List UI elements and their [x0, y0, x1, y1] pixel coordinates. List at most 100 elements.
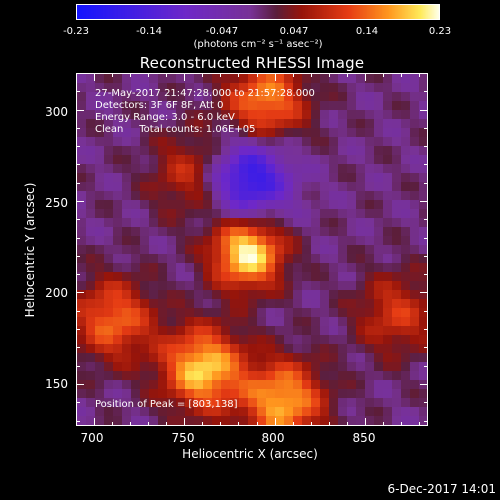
colorbar-tick-label: -0.14	[136, 26, 162, 37]
x-tick-mark	[184, 418, 186, 426]
energy-range-annotation: Energy Range: 3.0 - 6.0 keV	[95, 112, 235, 123]
y-axis-label: Heliocentric Y (arcsec)	[23, 182, 37, 318]
x-tick-mark	[328, 422, 330, 426]
y-tick-label: 300	[45, 105, 68, 119]
y-tick-mark	[76, 347, 80, 349]
x-tick-mark	[400, 422, 402, 426]
y-tick-label: 150	[45, 377, 68, 391]
x-tick-mark	[94, 418, 96, 426]
y-tick-mark	[76, 91, 80, 93]
y-tick-mark	[76, 219, 80, 221]
x-tick-mark	[220, 422, 222, 426]
x-tick-mark	[346, 422, 348, 426]
y-tick-mark	[76, 274, 80, 276]
x-tick-mark	[256, 422, 258, 426]
y-tick-mark	[420, 383, 428, 385]
x-tick-mark	[202, 422, 204, 426]
y-tick-mark	[424, 182, 428, 184]
colorbar-tick-label: 0.047	[279, 26, 309, 37]
x-tick-mark	[238, 73, 240, 77]
colorbar	[76, 4, 440, 20]
y-tick-label: 200	[45, 286, 68, 300]
colorbar-tick-label: 0.23	[428, 26, 452, 37]
y-tick-mark	[424, 402, 428, 404]
x-tick-mark	[418, 73, 420, 77]
y-tick-mark	[420, 109, 428, 111]
x-tick-mark	[292, 422, 294, 426]
y-tick-mark	[76, 164, 80, 166]
x-tick-mark	[400, 73, 402, 77]
detectors-annotation: Detectors: 3F 6F 8F, Att 0	[95, 100, 224, 111]
y-tick-mark	[76, 329, 80, 331]
x-tick-mark	[130, 422, 132, 426]
image-title: Reconstructed RHESSI Image	[139, 54, 365, 72]
y-tick-mark	[76, 365, 80, 367]
y-tick-mark	[424, 237, 428, 239]
y-tick-mark	[424, 310, 428, 312]
y-tick-mark	[76, 109, 84, 111]
y-tick-mark	[76, 182, 80, 184]
y-tick-mark	[76, 127, 80, 129]
y-tick-mark	[424, 219, 428, 221]
x-tick-mark	[328, 73, 330, 77]
x-tick-mark	[184, 73, 186, 81]
y-tick-mark	[424, 73, 428, 74]
y-tick-mark	[420, 292, 428, 294]
y-tick-mark	[76, 383, 84, 385]
y-tick-mark	[76, 201, 84, 203]
x-tick-mark	[346, 73, 348, 77]
y-tick-mark	[424, 127, 428, 129]
x-tick-mark	[418, 422, 420, 426]
x-tick-mark	[130, 73, 132, 77]
y-tick-mark	[424, 146, 428, 148]
y-tick-mark	[424, 91, 428, 93]
x-tick-mark	[166, 73, 168, 77]
y-tick-mark	[76, 402, 80, 404]
heatmap-image	[77, 74, 427, 425]
y-tick-label: 250	[45, 196, 68, 210]
y-tick-mark	[424, 420, 428, 422]
x-tick-label: 850	[352, 431, 376, 445]
x-axis-label: Heliocentric X (arcsec)	[182, 447, 318, 461]
y-tick-mark	[424, 255, 428, 257]
y-tick-mark	[424, 164, 428, 166]
y-tick-mark	[76, 310, 80, 312]
x-tick-label: 800	[261, 431, 285, 445]
x-tick-mark	[364, 73, 366, 81]
y-tick-mark	[424, 365, 428, 367]
y-tick-mark	[76, 146, 80, 148]
peak-position-annotation: Position of Peak = [803,138]	[95, 399, 238, 410]
colorbar-tick-label: 0.14	[355, 26, 379, 37]
y-tick-mark	[76, 255, 80, 257]
y-tick-mark	[424, 347, 428, 349]
y-tick-mark	[424, 329, 428, 331]
x-tick-mark	[382, 422, 384, 426]
y-tick-mark	[76, 73, 80, 74]
y-tick-mark	[420, 201, 428, 203]
colorbar-units: (photons cm⁻² s⁻¹ asec⁻²)	[193, 39, 323, 50]
y-tick-mark	[76, 420, 80, 422]
time-range-annotation: 27-May-2017 21:47:28.000 to 21:57:28.000	[95, 88, 315, 99]
x-tick-mark	[148, 422, 150, 426]
x-tick-mark	[112, 73, 114, 77]
x-tick-mark	[148, 73, 150, 77]
y-tick-mark	[424, 274, 428, 276]
x-tick-label: 700	[80, 431, 104, 445]
x-tick-mark	[364, 418, 366, 426]
x-tick-mark	[220, 73, 222, 77]
colorbar-tick-label: -0.23	[63, 26, 89, 37]
x-tick-mark	[274, 418, 276, 426]
x-tick-mark	[382, 73, 384, 77]
x-tick-mark	[310, 73, 312, 77]
x-tick-mark	[166, 422, 168, 426]
x-tick-mark	[292, 73, 294, 77]
colorbar-tick-label: -0.047	[205, 26, 239, 37]
x-tick-label: 750	[171, 431, 195, 445]
y-tick-mark	[76, 237, 80, 239]
y-tick-mark	[76, 292, 84, 294]
x-tick-mark	[274, 73, 276, 81]
x-tick-mark	[238, 422, 240, 426]
clean-counts-annotation: Clean Total counts: 1.06E+05	[95, 124, 256, 135]
x-tick-mark	[112, 422, 114, 426]
plot-area: 27-May-2017 21:47:28.000 to 21:57:28.000…	[76, 73, 428, 426]
